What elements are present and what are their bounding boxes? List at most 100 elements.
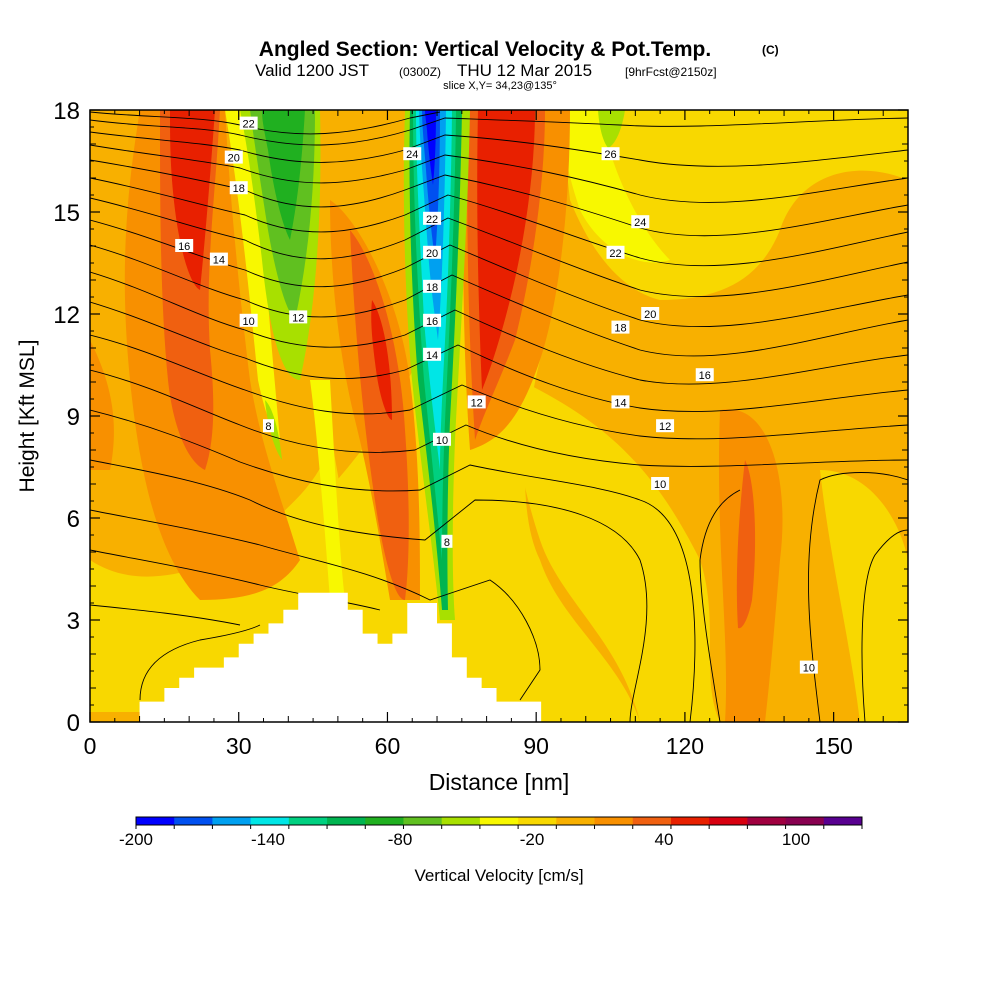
colorbar: -200 -140 -80 -20 40 100: [119, 816, 863, 849]
theta-contour-label: 18: [229, 181, 248, 195]
theta-contour-label: 14: [423, 347, 442, 362]
contour-label-text: 16: [426, 316, 438, 328]
colorbar-tick-label: -80: [388, 830, 413, 849]
colorbar-swatch: [288, 817, 328, 825]
contour-label-bg: [611, 395, 630, 409]
theta-contour: [90, 244, 908, 357]
x-tick-label: 0: [84, 733, 97, 759]
colorbar-swatch: [174, 817, 213, 825]
colorbar-swatch: [441, 817, 481, 825]
subtitle-utc: (0300Z): [399, 65, 441, 79]
colorbar-swatch: [403, 817, 443, 825]
contour-label-bg: [423, 279, 442, 293]
subtitle-forecast: [9hrFcst@2150z]: [625, 65, 717, 79]
colorbar-swatch: [594, 817, 634, 825]
theta-contour-label: 14: [611, 395, 630, 409]
theta-contour-label: 18: [423, 279, 442, 294]
theta-contour: [90, 301, 908, 412]
colorbar-frame: [135, 816, 863, 826]
theta-contour-label: 10: [239, 313, 258, 328]
contour-label-text: 8: [265, 421, 271, 433]
y-axis-label: Height [Kft MSL]: [16, 340, 39, 493]
contour-label-text: 10: [243, 316, 255, 328]
colorbar-swatch: [556, 817, 596, 825]
subtitle-date: THU 12 Mar 2015: [457, 61, 592, 80]
contour-label-bg: [289, 310, 308, 324]
velocity-region: [736, 460, 756, 629]
colorbar-swatch: [785, 817, 825, 825]
x-axis: 0 30 60 90 120 150: [84, 110, 884, 759]
theta-contour: [90, 144, 908, 203]
contour-label-bg: [611, 320, 630, 334]
contour-label-bg: [631, 215, 650, 229]
theta-contour-label: 12: [467, 395, 486, 409]
y-tick-label: 9: [67, 404, 80, 431]
contour-label-text: 12: [659, 421, 671, 433]
velocity-region: [425, 110, 436, 185]
x-tick-label: 30: [226, 733, 252, 759]
contour-label-bg: [467, 395, 486, 409]
theta-contour-label: 12: [656, 419, 675, 433]
contour-label-text: 22: [426, 214, 438, 226]
contour-label-text: 18: [233, 183, 245, 195]
theta-contour: [90, 197, 908, 298]
contour-label-text: 22: [243, 119, 255, 131]
terrain-base: [90, 712, 140, 722]
colorbar-tick-label: -20: [520, 830, 545, 849]
velocity-region: [262, 110, 305, 240]
contour-label-bg: [224, 150, 243, 164]
y-tick-label: 0: [67, 710, 80, 737]
contour-label-text: 20: [228, 153, 240, 165]
contour-label-text: 20: [644, 309, 656, 321]
contour-label-text: 12: [292, 312, 304, 324]
contour-label-text: 8: [444, 537, 450, 549]
x-tick-label: 150: [814, 733, 852, 759]
theta-contour-label: 20: [641, 307, 660, 321]
theta-contour: [90, 334, 908, 440]
contour-label-bg: [641, 307, 660, 320]
plot-area: 8 8 10 10 10 10 12 12 12 14 14 14 16 16 16 18 18 18 20 20 20…: [90, 110, 908, 722]
contour-label-text: 16: [178, 241, 190, 253]
contour-label-text: 22: [609, 248, 621, 260]
contour-label-text: 14: [614, 397, 626, 409]
colorbar-swatch: [212, 817, 252, 825]
colorbar-tick-label: 40: [655, 830, 674, 849]
contour-label-text: 26: [604, 149, 616, 161]
contour-label-bg: [262, 419, 274, 433]
colorbar-swatch: [518, 817, 557, 825]
contour-label-bg: [423, 211, 442, 225]
contour-label-text: 16: [699, 370, 711, 382]
theta-contour-label: 8: [262, 419, 274, 433]
y-tick-label: 18: [53, 98, 80, 125]
contour-label-bg: [209, 252, 228, 266]
colorbar-swatch: [250, 817, 290, 825]
theta-contour-label: 10: [432, 432, 451, 447]
contour-label-text: 24: [634, 217, 646, 229]
contour-label-bg: [423, 313, 442, 327]
chart-title: Angled Section: Vertical Velocity & Pot.…: [259, 38, 711, 61]
velocity-region: [598, 110, 625, 148]
theta-contour: [861, 529, 908, 722]
contour-label-bg: [606, 245, 625, 259]
x-tick-label: 120: [666, 733, 704, 759]
theta-contour-label: 22: [423, 211, 442, 226]
contour-label-bg: [423, 347, 442, 361]
theta-contour-label: 16: [423, 313, 442, 328]
velocity-field: [90, 110, 908, 722]
subtitle-valid: Valid 1200 JST: [255, 61, 369, 80]
terrain: [139, 592, 542, 722]
theta-contour-label: 24: [631, 215, 650, 229]
colorbar-tick-label: -140: [251, 830, 285, 849]
contour-label-bg: [403, 147, 422, 161]
contour-label-text: 14: [426, 350, 438, 362]
colorbar-swatch: [327, 817, 366, 825]
velocity-region: [100, 611, 190, 700]
contour-label-bg: [656, 419, 675, 433]
x-axis-label: Distance [nm]: [429, 769, 570, 795]
velocity-region: [350, 230, 409, 600]
velocity-region: [516, 380, 720, 722]
theta-contour-label: 22: [606, 245, 625, 260]
contour-label-text: 18: [614, 323, 626, 335]
colorbar-swatch: [747, 817, 787, 825]
